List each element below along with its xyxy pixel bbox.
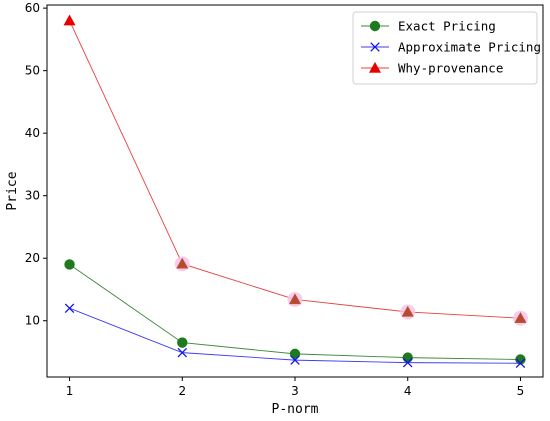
data-point [290, 355, 300, 365]
data-point [402, 357, 413, 368]
legend-label: Why-provenance [398, 61, 503, 76]
data-point [64, 303, 75, 313]
y-tick-label: 20 [25, 251, 40, 265]
data-point [177, 347, 188, 358]
x-tick-label: 4 [404, 384, 412, 398]
data-point [401, 305, 414, 317]
y-tick-label: 10 [25, 314, 40, 328]
y-tick-label: 40 [25, 126, 40, 140]
data-point [515, 354, 526, 365]
data-point [176, 257, 189, 269]
y-tick-label: 60 [25, 1, 40, 15]
y-tick-label: 30 [25, 189, 40, 203]
data-point [515, 358, 526, 369]
legend: Exact Pricing Approximate Pricing Why-prov… [352, 11, 541, 85]
legend-box [352, 11, 538, 85]
x-axis-title: P-norm [272, 402, 319, 417]
y-axis-title: Price [5, 171, 20, 210]
data-point [288, 293, 302, 305]
y-tick-label: 50 [25, 64, 40, 78]
x-tick-label: 1 [66, 384, 74, 398]
data-point [63, 14, 76, 26]
x-tick-label: 5 [517, 384, 525, 398]
data-point [289, 348, 301, 360]
legend-label: Approximate Pricing [398, 40, 541, 55]
legend-label: Exact Pricing [398, 19, 496, 34]
data-point [177, 337, 188, 348]
x-tick-label: 2 [178, 384, 186, 398]
data-point [64, 259, 75, 270]
legend-marker [370, 42, 380, 52]
x-tick-label: 3 [291, 384, 299, 398]
legend-marker [369, 20, 381, 32]
data-point [402, 352, 413, 363]
data-point [514, 312, 527, 323]
series-line-1 [69, 264, 521, 360]
legend-marker [368, 61, 382, 73]
